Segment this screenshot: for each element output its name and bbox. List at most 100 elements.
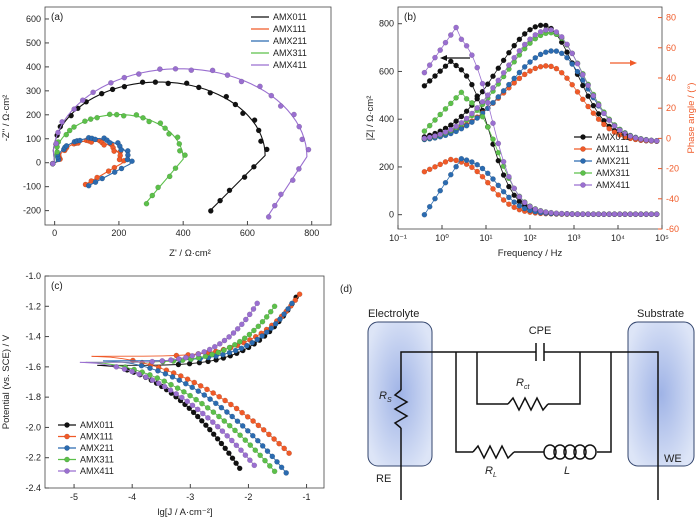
nyquist-point <box>162 125 168 131</box>
nyquist-point <box>296 123 303 130</box>
impedance-point <box>590 211 597 217</box>
nyquist-point <box>258 138 264 144</box>
panel-a-label: (a) <box>51 12 63 23</box>
impedance-point <box>537 208 544 214</box>
panel-a-series <box>49 66 312 220</box>
phase-point <box>558 69 565 76</box>
legend-marker <box>64 468 70 474</box>
polarization-point <box>149 377 156 383</box>
cpe-label: CPE <box>529 325 552 337</box>
impedance-point <box>506 194 512 201</box>
phase-point <box>537 51 544 58</box>
panel-b-ylabel-right: Phase angle / (°) <box>686 83 697 154</box>
polarization-point <box>246 331 253 338</box>
polarization-point <box>210 409 217 415</box>
nyquist-point <box>299 136 306 143</box>
polarization-point <box>136 371 142 378</box>
polarization-point <box>201 392 208 398</box>
phase-point <box>543 27 549 33</box>
x-tick-label: -3 <box>186 492 194 502</box>
y2-tick-label: 60 <box>666 43 676 53</box>
nyquist-point <box>120 113 127 119</box>
nyquist-point <box>146 118 152 125</box>
nyquist-point <box>271 202 278 209</box>
legend-marker <box>580 170 586 176</box>
x-tick-label: 10⁵ <box>655 233 669 243</box>
y2-tick-label: -40 <box>666 194 679 204</box>
impedance-point <box>500 188 507 195</box>
substrate-label: Substrate <box>637 308 684 320</box>
nyquist-point <box>129 158 135 164</box>
polarization-point <box>218 440 225 447</box>
nyquist-point <box>289 177 296 183</box>
phase-point <box>564 54 570 61</box>
polarization-point <box>226 349 233 356</box>
legend-entry: AMX211 <box>80 443 114 453</box>
phase-point <box>527 68 533 74</box>
nyquist-point <box>108 80 114 86</box>
y-tick-label: -1.4 <box>25 332 41 342</box>
phase-point <box>595 116 602 122</box>
phase-point <box>532 32 539 38</box>
phase-point <box>606 117 613 123</box>
y-tick-label: -1.8 <box>25 392 41 402</box>
polarization-point <box>271 303 278 310</box>
phase-point <box>574 60 581 67</box>
impedance-point <box>437 47 444 53</box>
impedance-point <box>627 211 634 217</box>
phase-point <box>527 59 533 65</box>
impedance-point <box>432 117 438 123</box>
polarization-point <box>149 358 155 365</box>
polarization-point <box>230 330 237 336</box>
polarization-point <box>281 445 288 452</box>
polarization-point <box>266 463 273 469</box>
impedance-point <box>490 176 496 182</box>
impedance-point <box>574 211 581 217</box>
phase-point <box>564 41 570 48</box>
impedance-point <box>453 163 459 170</box>
polarization-point <box>241 335 248 342</box>
polarization-point <box>234 418 241 425</box>
polarization-point <box>268 325 275 332</box>
phase-point <box>521 41 528 48</box>
impedance-arrow <box>440 55 470 61</box>
nyquist-point <box>172 165 179 171</box>
polarization-point <box>249 339 255 346</box>
nyquist-point <box>195 84 202 91</box>
phase-point <box>617 127 623 133</box>
phase-point <box>537 22 544 29</box>
y-tick-label: 800 <box>379 19 394 29</box>
polarization-point <box>244 413 251 420</box>
nyquist-point <box>207 208 214 214</box>
phase-point <box>569 81 576 88</box>
nyquist-point <box>101 142 107 148</box>
nyquist-point <box>90 89 96 96</box>
nyquist-point <box>165 80 171 87</box>
polarization-point <box>231 341 238 348</box>
phase-point <box>506 62 512 68</box>
nyquist-point <box>174 134 181 140</box>
inductor-label: L <box>564 465 570 477</box>
polarization-point <box>219 428 226 434</box>
phase-point <box>469 119 475 125</box>
nyquist-point <box>155 184 161 191</box>
polarization-point <box>211 343 218 350</box>
impedance-point <box>653 211 660 217</box>
impedance-point <box>426 203 433 210</box>
panel-b-xlabel: Frequency / Hz <box>498 248 563 259</box>
panel-a-ticks: 0 200 400 600 800 -200 -100 0 100 200 300 400 500 600 <box>23 14 319 238</box>
polarization-point <box>254 336 261 343</box>
nyquist-point <box>182 152 188 158</box>
polarization-point <box>250 418 256 424</box>
nyquist-point <box>240 110 246 117</box>
polarization-point <box>296 291 303 298</box>
phase-point <box>595 111 602 117</box>
x-tick-label: 800 <box>304 228 319 238</box>
x-tick-label: -5 <box>70 492 78 502</box>
polarization-point <box>234 325 241 332</box>
phase-point <box>506 81 512 88</box>
polarization-point <box>195 351 202 357</box>
panel-c-xlabel: lg[J / A·cm⁻²] <box>157 507 212 518</box>
panel-b-ylabel-left: |Z| / Ω·cm² <box>365 96 376 141</box>
